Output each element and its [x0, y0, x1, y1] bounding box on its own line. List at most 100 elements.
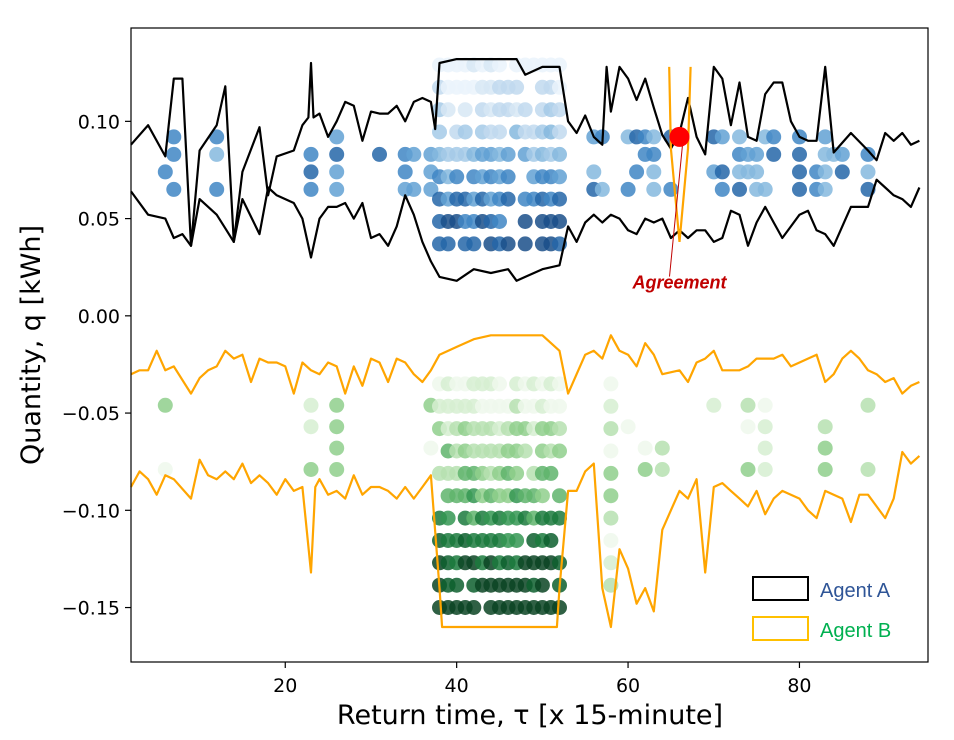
agent-a-bid-point — [492, 124, 507, 140]
x-tick-label: 80 — [787, 675, 811, 697]
agent-b-bid-point — [637, 462, 653, 477]
agent-b-bid-point — [757, 440, 773, 456]
agent-b-bid-point — [329, 419, 345, 435]
agent-b-bid-point — [603, 465, 619, 481]
agent-a-bid-point — [552, 169, 567, 185]
agreement-label: Agreement — [631, 273, 727, 293]
agreement-arrow — [669, 144, 683, 277]
agent-a-bid-point — [860, 164, 876, 180]
agent-b-bid-point — [552, 488, 567, 504]
y-tick-label: 0.05 — [78, 209, 120, 231]
agent-b-bid-point — [706, 397, 722, 413]
agent-b-bid-point — [303, 419, 319, 435]
agent-b-lower-line — [130, 450, 921, 629]
agent-a-bid-point — [457, 102, 473, 118]
plot-frame — [130, 27, 929, 663]
agent-a-bid-point — [646, 164, 662, 180]
legend-label-agent-b: Agent B — [820, 620, 891, 642]
agent-a-bid-point — [303, 181, 319, 197]
agent-b-bid-point — [534, 577, 550, 593]
agent-a-bid-point — [209, 146, 225, 162]
agent-a-bid-point — [423, 181, 439, 197]
agent-b-bid-point — [157, 397, 173, 413]
agent-b-bid-point — [757, 462, 773, 477]
agent-a-bid-point — [749, 146, 765, 162]
agent-a-bid-point — [209, 181, 225, 197]
agent-b-bid-point — [552, 376, 567, 392]
agent-a-bid-point — [500, 146, 516, 162]
agent-b-bid-point — [620, 419, 636, 435]
agent-a-bid-point — [766, 146, 782, 162]
agent-b-bid-point — [543, 465, 559, 481]
y-tick-label: −0.10 — [62, 500, 120, 522]
agent-a-bid-point — [440, 236, 456, 252]
agent-a-bid-point — [792, 181, 807, 197]
agent-a-bid-point — [517, 214, 533, 229]
agent-a-bid-point — [517, 236, 533, 252]
agent-a-bid-point — [552, 146, 567, 162]
agent-b-bid-point — [637, 440, 653, 456]
agent-b-bid-point — [603, 488, 619, 504]
agent-b-bid-point — [603, 443, 619, 459]
agent-a-bid-point — [509, 79, 525, 95]
agent-b-bid-point — [603, 376, 619, 392]
agent-b-bid-point — [423, 440, 439, 456]
agent-b-bid-point — [517, 443, 533, 459]
agent-a-bid-point — [166, 129, 182, 145]
agent-b-bid-point — [329, 397, 345, 413]
agent-a-bid-point — [757, 181, 773, 197]
agent-a-bid-point — [646, 146, 662, 162]
agent-a-bid-point — [594, 181, 610, 197]
agent-b-bid-point — [817, 462, 833, 477]
agent-a-bid-point — [552, 214, 567, 229]
agent-a-bid-point — [834, 164, 850, 180]
agent-a-bid-point — [329, 146, 345, 162]
agent-a-bid-point — [629, 164, 645, 180]
agent-a-bid-point — [714, 164, 730, 180]
agent-b-bid-point — [740, 419, 756, 435]
agent-a-bid-point — [552, 124, 567, 140]
agent-a-bid-point — [646, 129, 662, 145]
legend: Agent A Agent B — [752, 576, 891, 642]
legend-swatch-agent-b — [752, 616, 809, 641]
agent-a-bid-point — [166, 146, 182, 162]
agent-b-bid-point — [157, 462, 173, 477]
y-axis-label: Quantity, q [kWh] — [16, 225, 47, 465]
agent-b-bid-point — [817, 440, 833, 456]
agent-b-bids — [157, 376, 876, 615]
agent-a-bid-point — [457, 124, 473, 140]
x-axis-label: Return time, τ [x 15-minute] — [337, 700, 723, 731]
agent-b-bid-point — [534, 488, 550, 504]
y-tick-label: −0.05 — [62, 403, 120, 425]
agent-a-bid-point — [749, 164, 765, 180]
agent-a-bid-point — [166, 181, 182, 197]
agent-b-bid-point — [603, 398, 619, 414]
y-tick-label: 0.10 — [78, 111, 120, 133]
agent-a-bid-point — [552, 191, 567, 207]
y-tick-label: 0.00 — [78, 306, 120, 328]
agent-a-bid-point — [766, 129, 782, 145]
agent-a-bid-point — [440, 102, 456, 118]
agent-a-bid-point — [500, 169, 516, 185]
agent-b-spike-line — [668, 66, 692, 243]
agent-b-bid-point — [654, 440, 670, 456]
agent-a-bid-point — [500, 191, 516, 207]
agent-a-bid-point — [792, 146, 807, 162]
agent-a-bid-point — [620, 181, 636, 197]
agent-a-bid-point — [732, 181, 747, 197]
agent-b-bid-point — [543, 533, 559, 548]
agent-a-bid-point — [834, 146, 850, 162]
envelope-lines — [130, 58, 921, 629]
agent-a-bid-point — [552, 79, 567, 95]
x-tick-label: 40 — [445, 675, 469, 697]
agent-a-bid-point — [303, 146, 319, 162]
agent-a-bid-point — [466, 236, 482, 252]
agent-a-bid-point — [517, 102, 533, 118]
agent-b-bid-point — [757, 419, 773, 435]
agent-b-bid-point — [603, 533, 619, 548]
x-tick-label: 60 — [616, 675, 640, 697]
agent-b-upper-line — [130, 334, 920, 395]
agent-b-bid-point — [552, 398, 567, 414]
agent-a-bid-point — [406, 181, 422, 197]
agent-a-bid-point — [817, 181, 833, 197]
